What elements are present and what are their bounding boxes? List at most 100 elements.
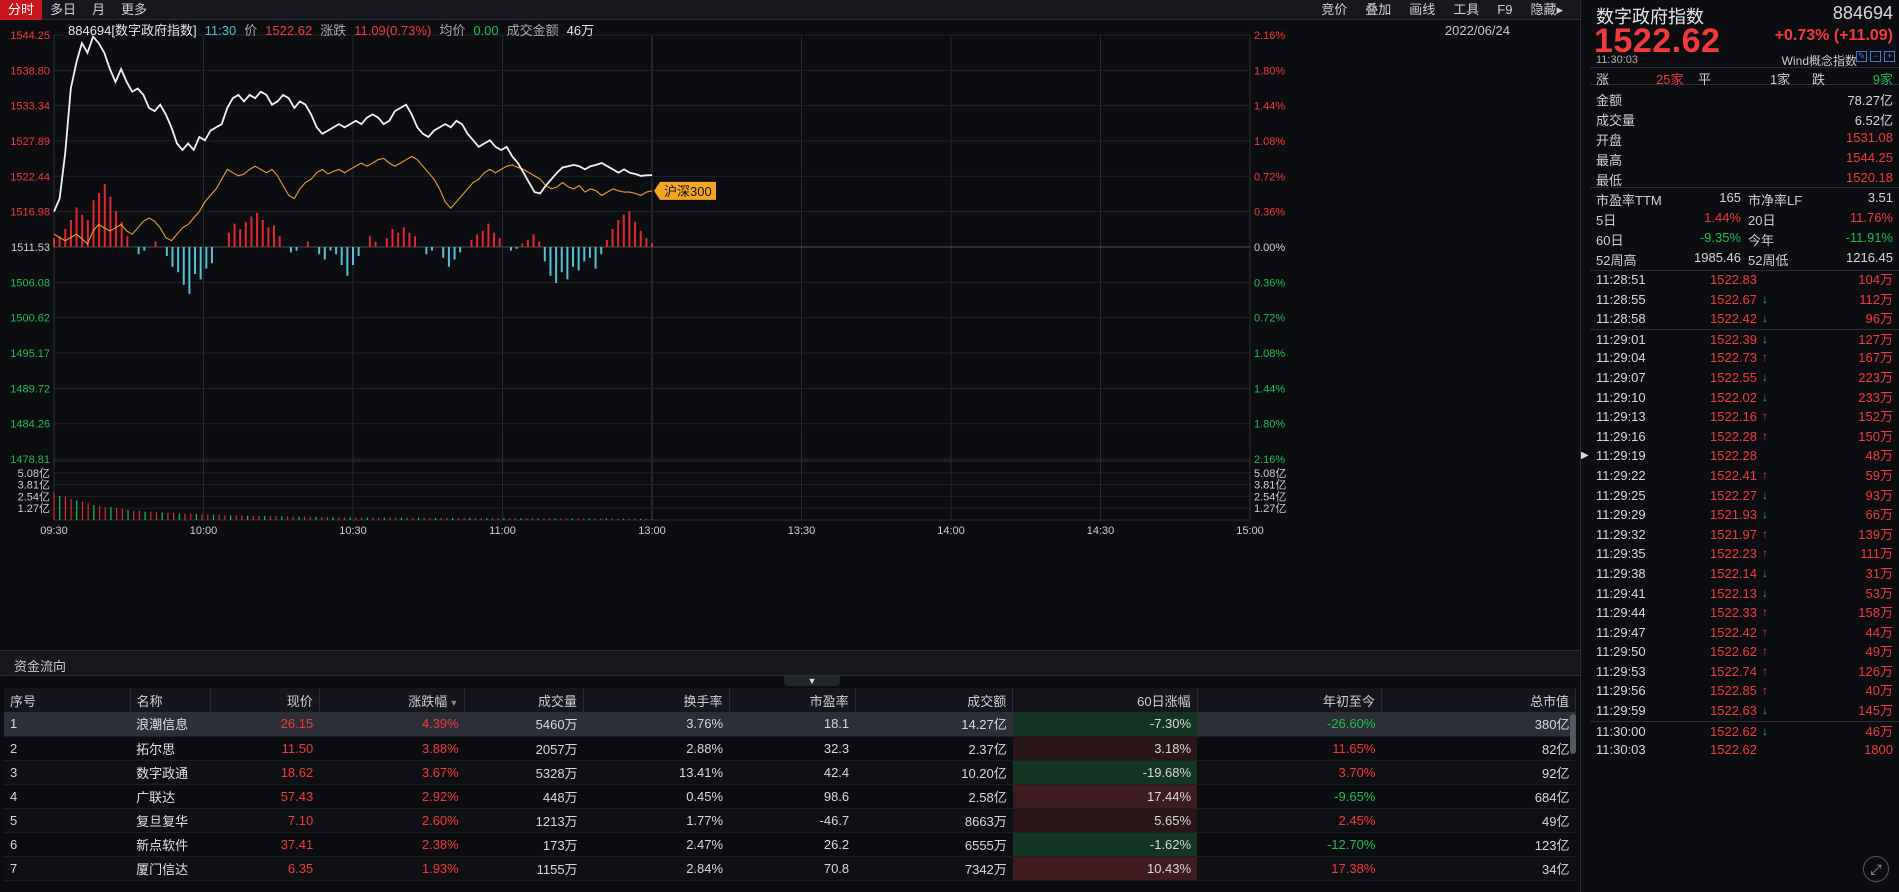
funds-flow-header[interactable]: 资金流向	[0, 650, 1580, 676]
table-row[interactable]: 3 数字政通 18.62 3.67% 5328万 13.41% 42.4 10.20亿 -19.…	[4, 760, 1576, 785]
edit-icon[interactable]: ✎	[1856, 51, 1867, 62]
table-row[interactable]: 5 复旦复华 7.10 2.60% 1213万 1.77% -46.7 8663万 5.65% 2…	[4, 808, 1576, 833]
tick-row: 11:28:51 1522.83 104万	[1590, 270, 1899, 290]
y-tick-label: 1500.62	[10, 313, 50, 325]
down-arrow-icon: ↓	[1762, 389, 1768, 404]
table-row[interactable]: 2 拓尔思 11.50 3.88% 2057万 2.88% 32.3 2.37亿 3.18% 11…	[4, 736, 1576, 761]
x-tick-label: 14:00	[937, 525, 965, 537]
down-arrow-icon: ↓	[1762, 565, 1768, 580]
intraday-chart[interactable]: 1544.25 2.16% 1538.80 1.80% 1533.34 1.44% 1527…	[0, 20, 1580, 648]
table-cell: 11.65%	[1197, 736, 1382, 761]
table-cell: 1	[4, 712, 131, 737]
up-arrow-icon: ↑	[1762, 350, 1768, 365]
table-cell: 7.10	[210, 808, 320, 833]
avg-value: 0.00	[473, 23, 499, 38]
stat-row: 60日 -9.35% 今年 -11.91%	[1590, 228, 1899, 248]
tick-time: 11:29:35	[1596, 546, 1646, 562]
stat-row: 5日 1.44% 20日 11.76%	[1590, 208, 1899, 228]
tick-volume: 158万	[1858, 605, 1893, 621]
col-volume[interactable]: 成交量	[464, 688, 585, 712]
table-cell: 3	[4, 760, 131, 785]
plus-icon[interactable]: +	[1884, 51, 1895, 62]
chart-canvas: 1544.25 2.16% 1538.80 1.80% 1533.34 1.44% 1527…	[10, 30, 1286, 537]
tick-time: 11:28:51	[1596, 272, 1646, 287]
y-pct-tick-label: 0.72%	[1254, 171, 1285, 183]
panel-splitter[interactable]	[1580, 0, 1590, 892]
expand-icon[interactable]: ⤢	[1863, 856, 1889, 882]
stat-value: -9.35%	[1699, 230, 1741, 245]
y-tick-label: 1506.08	[10, 277, 50, 289]
tick-row: 11:29:59 1522.63 ↓ 145万	[1590, 701, 1899, 721]
table-row[interactable]: 7 厦门信达 6.35 1.93% 1155万 2.84% 70.8 7342万 10.43% 1…	[4, 856, 1576, 881]
table-cell: -26.60%	[1197, 712, 1382, 737]
table-row[interactable]: 4 广联达 57.43 2.92% 448万 0.45% 98.6 2.58亿 17.44% -9…	[4, 784, 1576, 809]
up-arrow-icon: ↑	[1762, 605, 1768, 620]
table-cell: -7.30%	[1012, 712, 1198, 737]
table-cell: 新点软件	[130, 832, 211, 857]
panel-icons: ✎ − +	[1856, 51, 1895, 62]
table-cell: 123亿	[1381, 832, 1576, 857]
tick-row: 11:29:10 1522.02 ↓ 233万	[1590, 388, 1899, 408]
table-row[interactable]: 1 浪潮信息 26.15 4.39% 5460万 3.76% 18.1 14.27亿 -7.30…	[4, 712, 1576, 737]
stat-label: 最高	[1596, 153, 1623, 168]
col-amount[interactable]: 成交额	[855, 688, 1014, 712]
tools-button[interactable]: 工具	[1453, 2, 1480, 17]
table-cell: -9.65%	[1197, 784, 1382, 809]
table-scrollbar[interactable]	[1570, 714, 1576, 754]
chart-toolbar: 分时 多日 月 更多 竞价 叠加 画线 工具 F9 隐藏▸	[0, 0, 1580, 20]
table-cell: 3.18%	[1012, 736, 1198, 761]
hide-button[interactable]: 隐藏▸	[1530, 2, 1563, 17]
col-turnover[interactable]: 换手率	[583, 688, 730, 712]
tick-time: 11:28:58	[1596, 311, 1646, 327]
amount-label: 成交金额	[506, 23, 559, 38]
table-body: 1 浪潮信息 26.15 4.39% 5460万 3.76% 18.1 14.27亿 -7.30…	[4, 712, 1576, 881]
table-cell: 6.35	[210, 856, 320, 881]
table-cell: 2	[4, 736, 131, 761]
stat-value: 1985.46	[1694, 250, 1741, 265]
tick-row: 11:30:00 1522.62 ↓ 46万	[1590, 720, 1899, 741]
tick-volume: 104万	[1858, 272, 1893, 287]
stat-value: 11.76%	[1849, 210, 1893, 225]
collapse-right-icon[interactable]: ▶	[1581, 450, 1589, 461]
price-label: 价	[244, 23, 258, 38]
funds-flow-title[interactable]: 资金流向	[14, 659, 67, 674]
draw-line-button[interactable]: 画线	[1409, 2, 1436, 17]
col-60d[interactable]: 60日涨幅	[1012, 688, 1198, 712]
y-pct-tick-label: 1.80%	[1254, 419, 1285, 431]
table-cell: 1213万	[464, 808, 584, 833]
y-tick-label: 1484.26	[10, 419, 50, 431]
vol-tick-label: 3.81亿	[18, 479, 50, 492]
table-row[interactable]: 6 新点软件 37.41 2.38% 173万 2.47% 26.2 6555万 -1.62% -…	[4, 832, 1576, 857]
tick-price: 1522.74	[1710, 663, 1757, 679]
tab-intraday[interactable]: 分时	[0, 0, 43, 20]
tab-month[interactable]: 月	[92, 2, 106, 17]
auction-button[interactable]: 竞价	[1321, 2, 1348, 17]
stat-label: 市净率LF	[1748, 193, 1803, 208]
col-price[interactable]: 现价	[210, 688, 320, 712]
collapse-panel-icon[interactable]: ▼	[784, 676, 840, 686]
hs300-line	[53, 155, 653, 245]
tick-price: 1522.39	[1710, 331, 1757, 347]
index-code: 884694	[1832, 3, 1893, 23]
col-ytd[interactable]: 年初至今	[1197, 688, 1382, 712]
table-cell: 98.6	[729, 784, 856, 809]
col-name[interactable]: 名称	[130, 688, 211, 712]
f9-button[interactable]: F9	[1497, 2, 1513, 17]
tick-volume: 112万	[1859, 291, 1893, 307]
tick-volume: 59万	[1865, 467, 1893, 483]
y-pct-tick-label: 0.72%	[1254, 313, 1285, 325]
down-arrow-icon: ↓	[1762, 585, 1768, 600]
col-mktcap[interactable]: 总市值	[1381, 688, 1577, 712]
tab-more[interactable]: 更多	[121, 2, 148, 17]
tab-multiday[interactable]: 多日	[50, 2, 77, 17]
col-index[interactable]: 序号	[4, 688, 131, 712]
col-pe[interactable]: 市盈率	[729, 688, 856, 712]
up-arrow-icon: ↑	[1762, 644, 1768, 659]
minus-icon[interactable]: −	[1870, 51, 1881, 62]
stat-label: 52周高	[1596, 253, 1637, 268]
stat-row: 最低 1520.18	[1590, 168, 1899, 188]
col-change-pct[interactable]: 涨跌幅 ▼	[319, 688, 466, 712]
y-tick-label: 1538.80	[10, 65, 50, 77]
overlay-button[interactable]: 叠加	[1365, 2, 1392, 17]
